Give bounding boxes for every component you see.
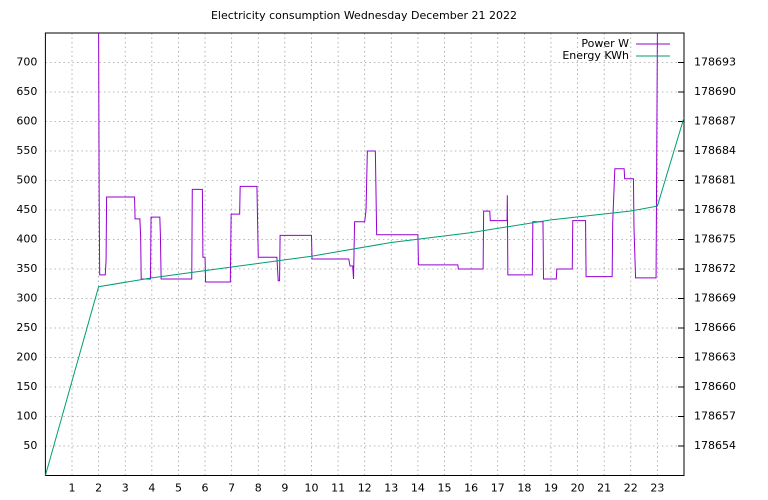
- y2-tick-label: 178672: [694, 262, 736, 275]
- x-tick-label: 8: [255, 482, 262, 495]
- x-tick-label: 6: [202, 482, 209, 495]
- legend-label: Energy KWh: [562, 49, 629, 62]
- y2-tick-label: 178693: [694, 56, 736, 69]
- y-tick-label: 300: [16, 292, 37, 305]
- y-tick-label: 600: [16, 115, 37, 128]
- y-tick-label: 150: [16, 380, 37, 393]
- x-tick-label: 5: [175, 482, 182, 495]
- y2-tick-label: 178678: [694, 203, 736, 216]
- y-tick-label: 700: [16, 56, 37, 69]
- series-line: [44, 117, 685, 476]
- x-tick-label: 3: [122, 482, 129, 495]
- legend-label: Power W: [581, 37, 629, 50]
- y-tick-label: 400: [16, 233, 37, 246]
- y2-tick-label: 178675: [694, 233, 736, 246]
- y-tick-label: 650: [16, 85, 37, 98]
- x-tick-label: 4: [148, 482, 155, 495]
- y2-tick-label: 178654: [694, 439, 736, 452]
- chart-title: Electricity consumption Wednesday Decemb…: [211, 9, 517, 22]
- y2-tick-label: 178666: [694, 321, 736, 334]
- y2-tick-label: 178663: [694, 351, 736, 364]
- y-tick-label: 100: [16, 410, 37, 423]
- x-tick-label: 1: [69, 482, 76, 495]
- x-tick-label: 9: [281, 482, 288, 495]
- x-tick-label: 7: [228, 482, 235, 495]
- y2-tick-label: 178657: [694, 410, 736, 423]
- y2-tick-label: 178681: [694, 174, 736, 187]
- y-tick-label: 450: [16, 203, 37, 216]
- x-tick-label: 15: [438, 482, 452, 495]
- y-tick-label: 500: [16, 174, 37, 187]
- plot-frame: [44, 32, 685, 476]
- y2-tick-label: 178669: [694, 292, 736, 305]
- series-line: [98, 32, 658, 283]
- x-tick-label: 13: [384, 482, 398, 495]
- y2-tick-label: 178687: [694, 115, 736, 128]
- x-tick-label: 11: [331, 482, 345, 495]
- x-tick-label: 20: [571, 482, 585, 495]
- y-tick-label: 350: [16, 262, 37, 275]
- y2-tick-label: 178690: [694, 85, 736, 98]
- y-tick-label: 50: [23, 439, 37, 452]
- x-tick-label: 16: [464, 482, 478, 495]
- x-tick-label: 2: [95, 482, 102, 495]
- y-tick-label: 550: [16, 144, 37, 157]
- x-tick-label: 23: [650, 482, 664, 495]
- x-tick-label: 19: [544, 482, 558, 495]
- x-tick-label: 10: [304, 482, 318, 495]
- y2-tick-label: 178660: [694, 380, 736, 393]
- x-tick-label: 22: [624, 482, 638, 495]
- x-tick-label: 12: [358, 482, 372, 495]
- x-tick-label: 17: [491, 482, 505, 495]
- y2-tick-label: 178684: [694, 144, 736, 157]
- x-tick-label: 18: [517, 482, 531, 495]
- x-tick-label: 14: [411, 482, 425, 495]
- x-tick-label: 21: [597, 482, 611, 495]
- y-tick-label: 250: [16, 321, 37, 334]
- y-tick-label: 200: [16, 351, 37, 364]
